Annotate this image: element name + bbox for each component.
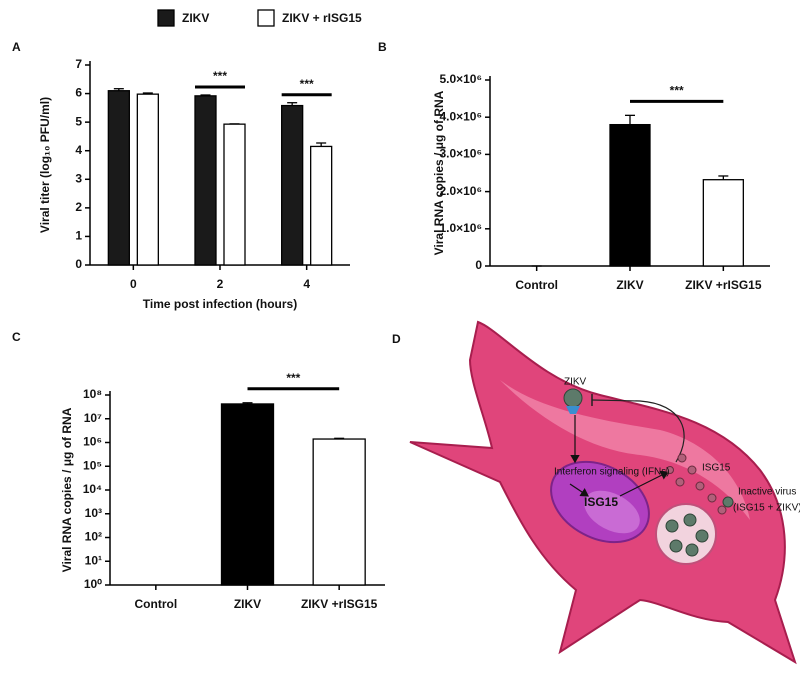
y-tick-label: 1 [75, 229, 82, 243]
significance-label: *** [213, 69, 227, 83]
isg15-particles [666, 453, 727, 515]
y-tick-label: 10⁷ [84, 411, 102, 425]
nucleus-arrow [569, 483, 589, 497]
y-tick-label: 0 [475, 258, 482, 272]
nucleolus [584, 490, 640, 534]
significance-label: *** [300, 77, 314, 91]
bar [310, 145, 333, 266]
secretion-arrow [619, 470, 670, 497]
x-tick-label: ZIKV [616, 278, 643, 292]
x-tick-label: ZIKV +rISG15 [301, 597, 378, 611]
x-tick-label: 2 [217, 277, 224, 291]
x-tick-label: ZIKV +rISG15 [685, 278, 762, 292]
virus-label: ZIKV [564, 377, 587, 388]
cell-diagram: D ZIKV Interferon signaling (IFNs) ISG15… [392, 320, 800, 665]
x-tick-label: 4 [303, 277, 310, 291]
inactive-virus-particles [665, 496, 734, 557]
y-tick-label: 1.0×10⁶ [439, 221, 482, 235]
y-tick-label: 0 [75, 257, 82, 271]
significance-label: *** [670, 84, 684, 98]
legend-label: ZIKV [182, 11, 209, 25]
bar [223, 123, 246, 266]
y-tick-label: 4 [75, 143, 82, 157]
y-tick-label: 10³ [85, 506, 102, 520]
y-axis-label: Viral RNA copies / μg of RNA [60, 407, 74, 572]
panel-label: D [392, 332, 401, 346]
legend-swatch [157, 9, 175, 27]
y-tick-label: 10⁵ [83, 458, 102, 472]
virus [563, 388, 583, 408]
bar [107, 90, 130, 266]
y-tick-label: 2.0×10⁶ [439, 184, 482, 198]
y-tick-label: 4.0×10⁶ [439, 109, 482, 123]
bar [702, 179, 744, 267]
legend-label: ZIKV + rISG15 [282, 11, 362, 25]
x-tick-label: Control [515, 278, 558, 292]
y-tick-label: 3 [75, 171, 82, 185]
signaling-label: Interferon signaling (IFNs) [554, 467, 670, 478]
y-tick-label: 5 [75, 114, 82, 128]
y-tick-label: 10⁰ [84, 577, 102, 591]
panel-label: B [378, 40, 387, 54]
nucleus-product-label: ISG15 [584, 495, 618, 509]
bar [220, 403, 275, 586]
y-tick-label: 7 [75, 57, 82, 71]
y-tick-label: 10⁸ [83, 387, 102, 401]
panel-label: C [12, 330, 21, 344]
y-axis-label: Viral RNA copies / μg of RNA [432, 90, 446, 255]
bar [281, 104, 304, 266]
x-tick-label: 0 [130, 277, 137, 291]
receptor [566, 406, 580, 414]
panel-label: A [12, 40, 21, 54]
secreted-label: ISG15 [702, 463, 731, 474]
significance-label: *** [286, 371, 300, 385]
y-tick-label: 10² [85, 530, 102, 544]
cell-highlight [500, 380, 750, 520]
y-tick-label: 10⁶ [83, 435, 102, 449]
y-axis-label: Viral titer (log₁₀ PFU/ml) [38, 97, 52, 233]
bar [136, 93, 159, 266]
y-tick-label: 3.0×10⁶ [439, 147, 482, 161]
legend-swatch [257, 9, 275, 27]
inactive-detail-label: (ISG15 + ZIKV) [733, 503, 800, 514]
y-tick-label: 6 [75, 86, 82, 100]
bar [194, 95, 217, 266]
x-axis-label: Time post infection (hours) [143, 297, 297, 311]
x-tick-label: ZIKV [234, 597, 261, 611]
y-tick-label: 10¹ [85, 553, 102, 567]
x-tick-label: Control [135, 597, 178, 611]
inactive-label: Inactive virus [738, 487, 796, 498]
inhibition [591, 399, 685, 463]
y-tick-label: 2 [75, 200, 82, 214]
bar [312, 438, 366, 586]
y-tick-label: 5.0×10⁶ [439, 72, 482, 86]
y-tick-label: 10⁴ [83, 482, 102, 496]
bar [609, 123, 651, 267]
